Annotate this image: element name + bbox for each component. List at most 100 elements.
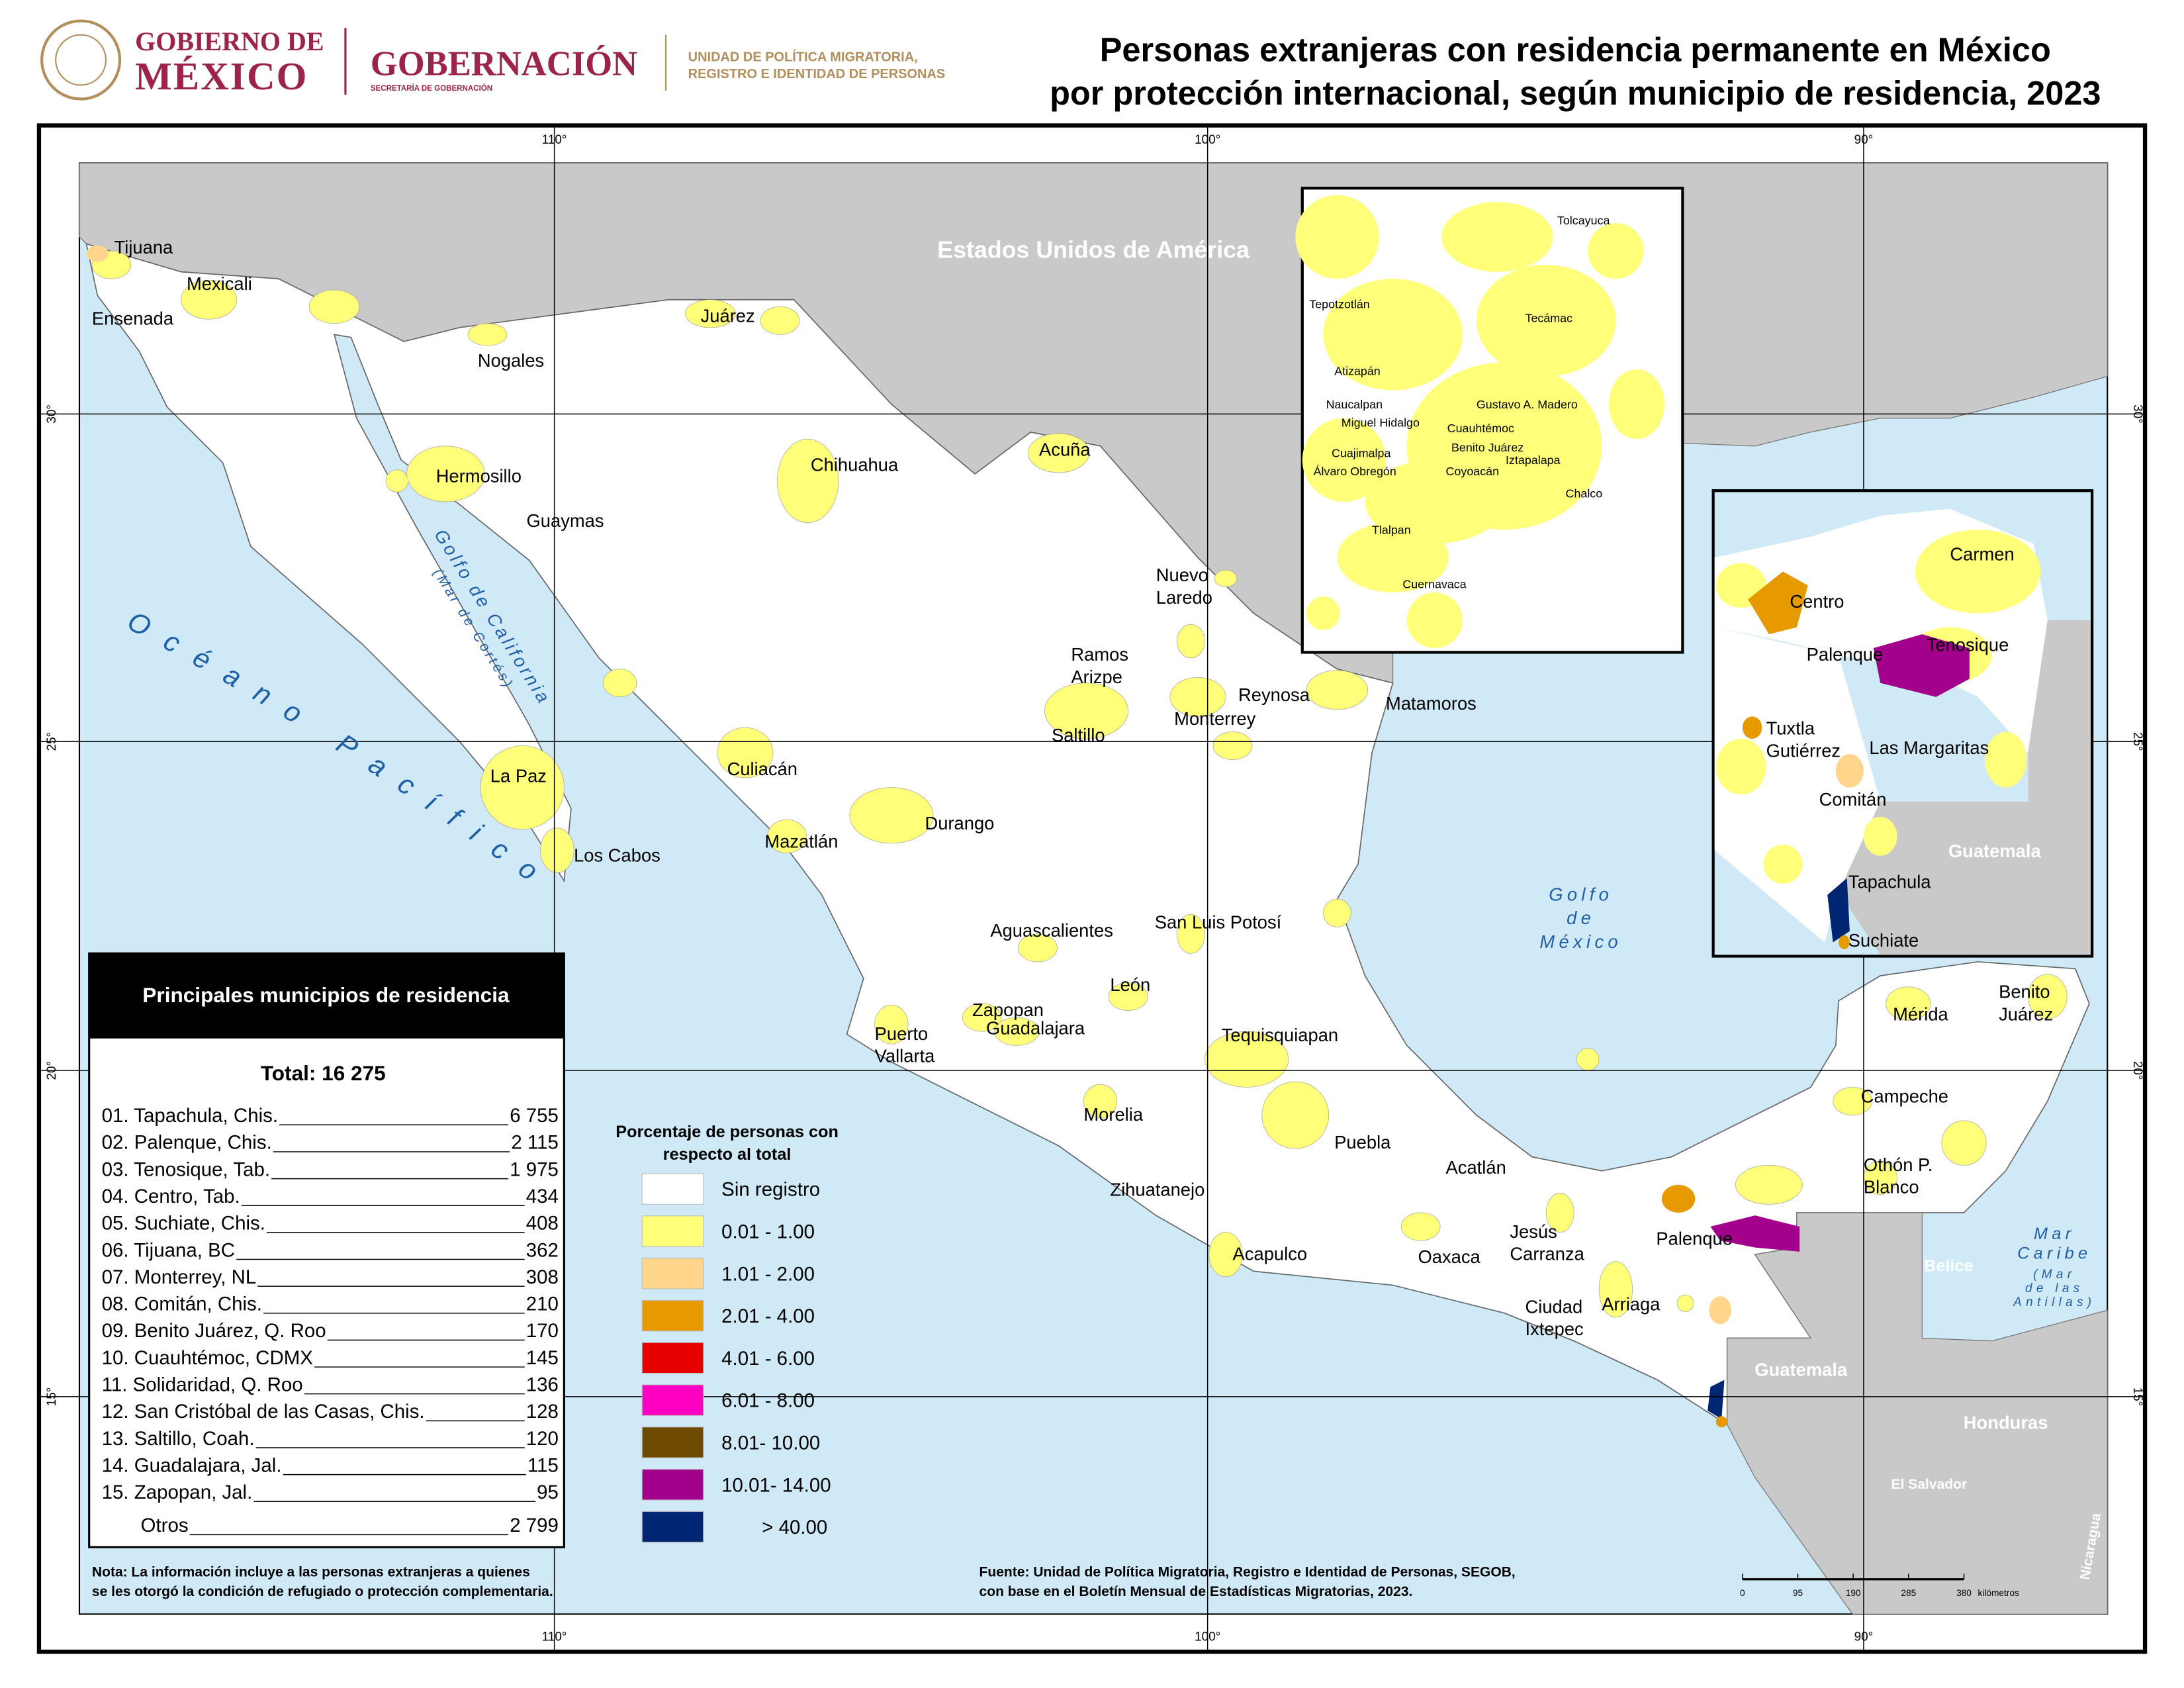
city-label: Las Margaritas bbox=[1869, 737, 1989, 758]
table: Principales municipios de residencia Tota… bbox=[102, 983, 559, 1536]
city-label: Jesús Carranza bbox=[1510, 1221, 1584, 1264]
city-label: Ramos Arizpe bbox=[1071, 644, 1128, 687]
logo-gob: MÉXICO bbox=[135, 54, 308, 98]
city-label-line: Ciudad bbox=[1525, 1297, 1583, 1317]
municipality bbox=[962, 1003, 1002, 1032]
inset-label: Tolcayuca bbox=[1557, 214, 1610, 227]
inset-label: Tecámac bbox=[1525, 311, 1573, 324]
municipality bbox=[1598, 1261, 1633, 1318]
municipality bbox=[1608, 369, 1664, 440]
inset-label: Atizapán bbox=[1334, 364, 1381, 377]
municipality bbox=[1083, 1084, 1118, 1119]
inset-label: Coyoacán bbox=[1446, 465, 1499, 478]
inset-label: Álvaro Obregón bbox=[1314, 465, 1396, 478]
municipality bbox=[1177, 914, 1205, 954]
sea-label-line: México bbox=[1539, 931, 1622, 952]
country-label: Estados Unidos de América bbox=[937, 237, 1250, 263]
municipality bbox=[1018, 933, 1058, 962]
city-label: Palenque bbox=[1807, 644, 1884, 665]
city-label: Ensenada bbox=[92, 308, 174, 329]
municipality bbox=[1214, 569, 1238, 587]
legend-label: > 40.00 bbox=[762, 1517, 827, 1538]
city-label-line: Puerto bbox=[875, 1023, 929, 1044]
row-name: 11. Solidaridad, Q. Roo bbox=[102, 1374, 303, 1395]
row-value: 136 bbox=[526, 1374, 559, 1395]
row-value: 434 bbox=[526, 1186, 559, 1207]
municipality bbox=[1306, 670, 1369, 710]
row-value: 2 115 bbox=[511, 1132, 559, 1154]
municipality bbox=[480, 745, 565, 830]
row-name: 06. Tijuana, BC bbox=[102, 1239, 235, 1261]
legend-label: 2.01 - 4.00 bbox=[721, 1305, 815, 1327]
legend-label: 6.01 - 8.00 bbox=[721, 1390, 815, 1412]
city-label: Puebla bbox=[1334, 1132, 1391, 1152]
municipality bbox=[994, 1017, 1040, 1046]
lat-label: 20° bbox=[45, 1061, 59, 1080]
city-label: Acatlán bbox=[1446, 1157, 1506, 1178]
municipality bbox=[1715, 1416, 1727, 1428]
emblem bbox=[40, 19, 122, 101]
city-label-line: Ramos bbox=[1071, 644, 1128, 665]
municipality bbox=[1835, 754, 1864, 788]
city-label: Reynosa bbox=[1238, 684, 1310, 705]
legend-swatch bbox=[641, 1173, 704, 1205]
sea-label-line: (Mar bbox=[2033, 1268, 2075, 1282]
lon-label: 100° bbox=[1195, 1630, 1220, 1644]
inset-south: Guatemala Carmen Centro Palenque Tenosique Tu… bbox=[1715, 530, 2041, 951]
legend-title-line: Porcentaje de personas con bbox=[615, 1123, 839, 1141]
row-value: 2 799 bbox=[510, 1515, 559, 1536]
legend-label: 10.01- 14.00 bbox=[721, 1474, 831, 1496]
municipality bbox=[181, 279, 238, 320]
inset-label: Gustavo A. Madero bbox=[1477, 398, 1578, 411]
central-america bbox=[1727, 1212, 2108, 1615]
municipality bbox=[1261, 1081, 1330, 1149]
municipality bbox=[1169, 677, 1226, 717]
municipality bbox=[1833, 1087, 1872, 1115]
table-total: Total: 16 275 bbox=[261, 1061, 386, 1085]
row-name: 07. Monterrey, NL bbox=[102, 1266, 257, 1288]
municipality bbox=[1205, 1031, 1289, 1088]
municipality bbox=[467, 323, 508, 346]
municipality bbox=[874, 1004, 909, 1045]
city-label: Culiacán bbox=[727, 759, 797, 779]
municipality bbox=[1748, 571, 1808, 635]
row-value: 95 bbox=[537, 1481, 559, 1503]
city-label: Campeche bbox=[1861, 1086, 1948, 1107]
city-label: Monterrey bbox=[1174, 708, 1255, 729]
municipality bbox=[717, 727, 774, 778]
logo-unidad: UNIDAD DE POLÍTICA MIGRATORIA, bbox=[688, 50, 918, 65]
municipality bbox=[1302, 418, 1387, 502]
scale-unit: kilómetros bbox=[1978, 1588, 2019, 1598]
legend-swatch bbox=[641, 1215, 704, 1247]
legend-swatch bbox=[641, 1299, 704, 1332]
lat-label: 25° bbox=[45, 732, 59, 751]
city-label: Centro bbox=[1790, 591, 1844, 612]
inset-label: Cuajimalpa bbox=[1332, 447, 1390, 460]
lon-label: 110° bbox=[542, 1630, 567, 1644]
city-label-line: Benito bbox=[1999, 982, 2050, 1002]
city-label: Oaxaca bbox=[1418, 1246, 1480, 1267]
row-name: 03. Tenosique, Tab. bbox=[102, 1158, 270, 1180]
lon-label: 90° bbox=[1854, 1630, 1874, 1644]
inset-label: Benito Juárez bbox=[1451, 441, 1524, 454]
lat-label: 30° bbox=[2130, 404, 2144, 424]
map-title: por protección internacional, según muni… bbox=[1050, 74, 2101, 112]
row-name: 10. Cuauhtémoc, CDMX bbox=[102, 1347, 314, 1369]
city-label: Zihuatanejo bbox=[1110, 1180, 1205, 1200]
municipality bbox=[1709, 1296, 1732, 1325]
city-label-line: Ixtepec bbox=[1525, 1319, 1584, 1339]
row-value: 145 bbox=[526, 1347, 559, 1369]
lon-label: 100° bbox=[1195, 133, 1220, 147]
municipality bbox=[1400, 1212, 1441, 1241]
table-box bbox=[88, 952, 565, 1548]
legend-title-line: respecto al total bbox=[663, 1145, 792, 1164]
municipality bbox=[1707, 1380, 1725, 1419]
scale-label: 95 bbox=[1793, 1588, 1803, 1598]
inset-cdmx: Tolcayuca Tepotzotlán Tecámac Atizapán Nauca… bbox=[1295, 195, 1664, 649]
municipality bbox=[1827, 878, 1850, 943]
legend-label: 0.01 - 1.00 bbox=[721, 1221, 815, 1243]
note: se les otorgó la condición de refugiado … bbox=[92, 1584, 553, 1599]
municipality bbox=[1676, 1294, 1694, 1312]
lat-label: 30° bbox=[45, 404, 59, 424]
city-label: León bbox=[1110, 974, 1150, 995]
